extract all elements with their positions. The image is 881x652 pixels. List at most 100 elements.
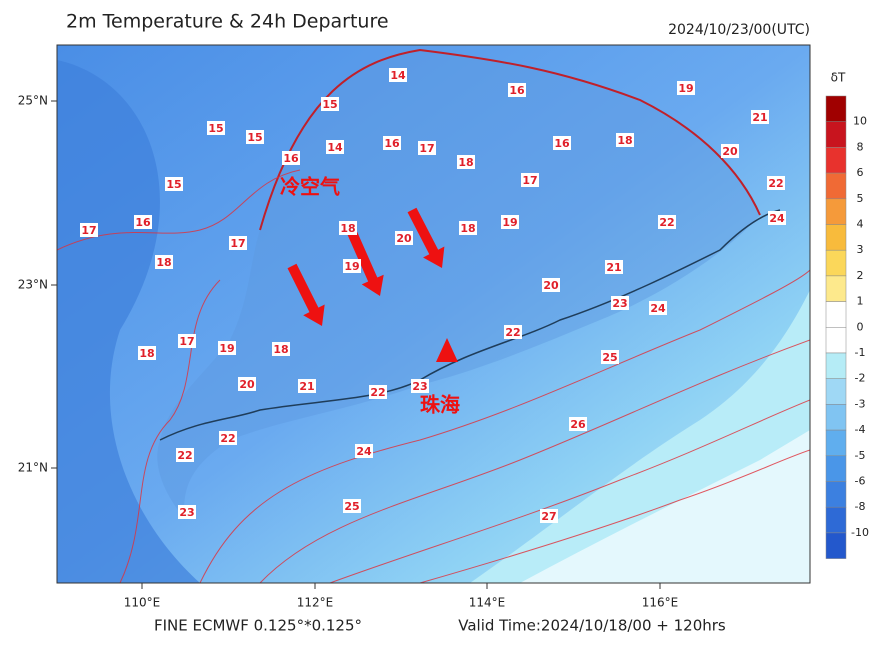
contour-label: 24	[650, 302, 666, 315]
land	[157, 50, 760, 520]
contour-label-box	[165, 177, 183, 191]
colorbar-swatch	[825, 532, 847, 559]
contour-label-box	[658, 215, 676, 229]
contour-label: 22	[220, 432, 235, 445]
contour-label: 17	[419, 142, 434, 155]
contour-label: 19	[344, 260, 359, 273]
cold-air-arrow	[407, 207, 445, 268]
contour-label: 20	[543, 279, 559, 292]
contour-label: 15	[208, 122, 223, 135]
contour-label-box	[768, 211, 786, 225]
contour-label: 18	[617, 134, 632, 147]
contour-label-box	[677, 81, 695, 95]
contour-label-box	[218, 341, 236, 355]
contour-label: 24	[769, 212, 785, 225]
contour-label-box	[207, 121, 225, 135]
contour-label-box	[298, 379, 316, 393]
map-frame	[56, 44, 811, 584]
contour-label: 23	[412, 380, 427, 393]
contour-label: 16	[135, 216, 151, 229]
contour-label-box	[540, 509, 558, 523]
colorbar-swatch	[825, 275, 847, 302]
contour-label-box	[343, 499, 361, 513]
colorbar-label: 3	[857, 243, 864, 256]
contour-label-box	[339, 221, 357, 235]
cold-air-label: 冷空气	[280, 175, 340, 199]
colorbar-swatch	[825, 352, 847, 379]
colorbar-label: -4	[855, 423, 866, 436]
contour-label: 17	[81, 224, 96, 237]
contour-label-box	[80, 223, 98, 237]
colorbar-swatch	[825, 95, 847, 122]
contour-label: 18	[458, 156, 473, 169]
contour-label-box	[229, 236, 247, 250]
contour-label-box	[767, 176, 785, 190]
colorbar-title: δT	[831, 71, 846, 85]
contour-label: 25	[344, 500, 359, 513]
contour-label-box	[605, 260, 623, 274]
contour-label: 23	[179, 506, 194, 519]
contour-label: 21	[752, 111, 767, 124]
colorbar-label: -8	[855, 500, 866, 513]
title: 2m Temperature & 24h Departure	[66, 11, 389, 33]
contour-label-box	[751, 110, 769, 124]
contour-label-box	[238, 377, 256, 391]
contour-label-box	[138, 346, 156, 360]
contour-label-box	[134, 215, 152, 229]
map-area	[57, 45, 810, 583]
contour-label: 26	[570, 418, 586, 431]
colorbar-swatch	[825, 172, 847, 200]
contour-label-box	[176, 448, 194, 462]
contour-label-box	[569, 417, 587, 431]
contour-label: 15	[247, 131, 262, 144]
colorbar-swatch	[825, 327, 847, 354]
colorbar-label: -6	[855, 475, 866, 488]
contour-label-box	[459, 221, 477, 235]
lon-label: 112°E	[297, 596, 334, 610]
contour-label: 18	[340, 222, 355, 235]
contour-label-box	[282, 151, 300, 165]
contour-label: 19	[678, 82, 693, 95]
colorbar-label: -2	[855, 372, 866, 385]
colorbar-swatch	[825, 147, 847, 174]
contour-label-box	[369, 385, 387, 399]
contour-label: 17	[179, 335, 194, 348]
city-label: 珠海	[420, 393, 460, 417]
coastline	[159, 209, 781, 441]
colorbar-swatch	[825, 121, 847, 148]
contour-label-box	[343, 259, 361, 273]
city-marker	[436, 338, 458, 362]
time-stamp: 2024/10/23/00(UTC)	[668, 22, 810, 38]
contour-label: 17	[230, 237, 245, 250]
colorbar-swatch	[825, 506, 847, 534]
contour-label: 20	[396, 232, 412, 245]
contour-label: 22	[505, 326, 520, 339]
contours	[57, 169, 810, 583]
contour-label-box	[542, 278, 560, 292]
colorbar-label: -5	[855, 449, 866, 462]
colorbar-swatch	[825, 198, 847, 225]
contour-label: 18	[273, 343, 288, 356]
contour-label-box	[155, 255, 173, 269]
contour-label: 19	[502, 216, 517, 229]
contour-label: 22	[177, 449, 192, 462]
contour-label-box	[272, 342, 290, 356]
contour-label: 20	[722, 145, 738, 158]
colorbar-swatch	[825, 481, 847, 508]
contour-label-box	[219, 431, 237, 445]
contour-label: 25	[602, 351, 617, 364]
contour-label: 18	[156, 256, 171, 269]
lat-label: 25°N	[18, 94, 48, 108]
contour-label-box	[418, 141, 436, 155]
contour-label-box	[321, 97, 339, 111]
colorbar-label: -10	[851, 526, 869, 539]
contour-label: 21	[299, 380, 314, 393]
contour-label: 20	[239, 378, 255, 391]
contour-label: 16	[384, 137, 400, 150]
contour-label-box	[383, 136, 401, 150]
colorbar-swatch	[825, 301, 847, 328]
contour-label-box	[457, 155, 475, 169]
colorbar-swatch	[825, 404, 847, 431]
colorbar-swatch	[825, 249, 847, 277]
